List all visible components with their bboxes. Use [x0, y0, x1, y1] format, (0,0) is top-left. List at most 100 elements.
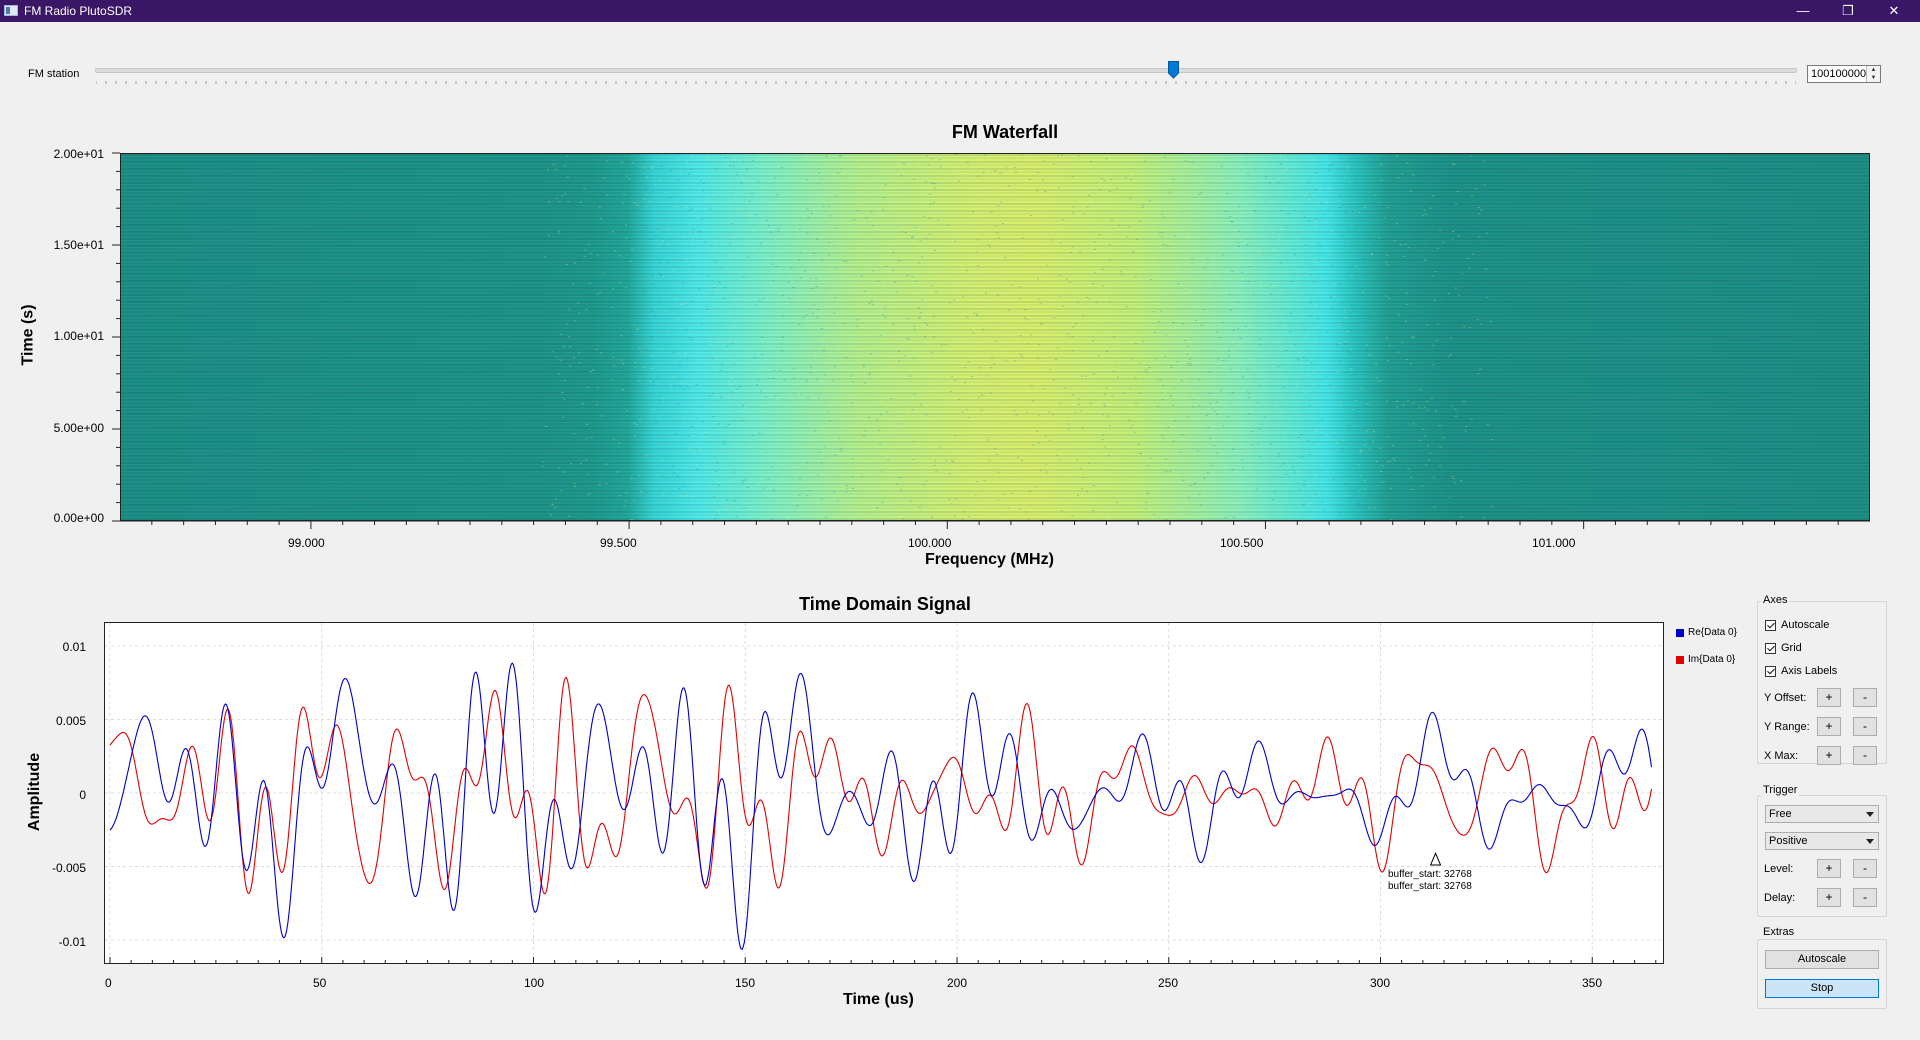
wf-noise-dot — [590, 415, 592, 417]
wf-noise-dot — [1426, 409, 1429, 411]
station-slider[interactable] — [95, 68, 1797, 73]
y-offset-plus-button[interactable]: + — [1817, 688, 1841, 707]
wf-noise-dot — [708, 395, 711, 397]
wf-noise-dot — [1053, 317, 1056, 318]
wf-noise-dot — [1273, 285, 1276, 286]
legend-re[interactable]: Re{Data 0} — [1676, 627, 1737, 638]
wf-noise-dot — [568, 308, 571, 310]
wf-noise-dot — [669, 197, 672, 199]
wf-noise-dot — [851, 402, 854, 404]
wf-noise-dot — [777, 230, 780, 232]
wf-noise-dot — [1463, 400, 1466, 402]
x-max-plus-button[interactable]: + — [1817, 746, 1841, 765]
wf-noise-dot — [1295, 414, 1298, 416]
minimize-button[interactable]: — — [1796, 3, 1810, 18]
wf-noise-dot — [1241, 376, 1244, 378]
wf-noise-dot — [1391, 393, 1394, 395]
delay-minus-button[interactable]: - — [1853, 888, 1877, 907]
wf-noise-dot — [817, 309, 819, 310]
wf-noise-dot — [733, 158, 736, 160]
wf-noise-dot — [1105, 351, 1108, 352]
wf-noise-dot — [1239, 216, 1241, 218]
wf-noise-dot — [1451, 163, 1454, 165]
legend-im[interactable]: Im{Data 0} — [1676, 654, 1735, 665]
wf-noise-dot — [1340, 302, 1343, 304]
stop-button[interactable]: Stop — [1765, 979, 1879, 998]
trigger-mode-select[interactable]: Free — [1765, 805, 1879, 823]
waterfall-plot[interactable] — [120, 153, 1870, 521]
wf-noise-dot — [794, 467, 797, 468]
wf-noise-dot — [1460, 516, 1463, 518]
wf-noise-dot — [836, 349, 839, 351]
wf-noise-dot — [760, 163, 763, 165]
wf-noise-dot — [690, 168, 693, 170]
wf-noise-dot — [1389, 460, 1392, 462]
autoscale-checkbox[interactable]: Autoscale — [1765, 619, 1829, 631]
wf-noise-dot — [906, 164, 909, 166]
wf-noise-dot — [742, 404, 744, 406]
wf-noise-dot — [1020, 451, 1023, 453]
wf-noise-dot — [1305, 192, 1308, 194]
wf-noise-dot — [836, 492, 839, 494]
wf-noise-dot — [911, 237, 914, 238]
spin-arrows-icon[interactable]: ▲ ▼ — [1866, 66, 1880, 82]
wf-noise-dot — [1276, 255, 1279, 256]
axis-labels-checkbox[interactable]: Axis Labels — [1765, 665, 1837, 677]
level-plus-button[interactable]: + — [1817, 859, 1841, 878]
station-value[interactable]: 100100000 — [1811, 68, 1867, 80]
wf-noise-dot — [913, 328, 916, 330]
wf-noise-dot — [776, 382, 779, 384]
wf-noise-dot — [1385, 212, 1388, 214]
x-max-minus-button[interactable]: - — [1853, 746, 1877, 765]
y-range-plus-button[interactable]: + — [1817, 717, 1841, 736]
checkbox-checked-icon[interactable] — [1765, 642, 1776, 654]
wf-noise-dot — [853, 219, 856, 221]
wf-noise-dot — [966, 316, 969, 318]
restore-button[interactable]: ❐ — [1842, 3, 1854, 18]
extras-autoscale-button[interactable]: Autoscale — [1765, 950, 1879, 969]
wf-noise-dot — [842, 260, 845, 262]
wf-noise-dot — [838, 155, 841, 157]
wf-noise-dot — [798, 228, 801, 230]
wf-noise-dot — [1458, 316, 1461, 317]
wf-noise-dot — [1351, 211, 1354, 212]
wf-noise-dot — [799, 478, 801, 480]
wf-noise-dot — [727, 327, 729, 329]
wf-noise-dot — [670, 233, 673, 234]
wf-noise-dot — [1098, 234, 1101, 236]
wf-noise-dot — [1257, 194, 1260, 196]
wf-noise-dot — [996, 232, 999, 234]
wf-noise-dot — [942, 403, 945, 405]
wf-noise-dot — [786, 468, 789, 469]
wf-noise-dot — [571, 210, 574, 212]
delay-plus-button[interactable]: + — [1817, 888, 1841, 907]
wf-noise-dot — [768, 379, 771, 381]
wf-noise-dot — [797, 473, 800, 475]
wf-noise-dot — [1308, 453, 1311, 455]
station-spinbox[interactable]: 100100000 ▲ ▼ — [1807, 65, 1881, 83]
y-offset-minus-button[interactable]: - — [1853, 688, 1877, 707]
title-bar: FM Radio PlutoSDR — ❐ ✕ — [0, 0, 1920, 22]
wf-noise-dot — [1186, 362, 1189, 364]
wf-noise-dot — [961, 474, 964, 476]
wf-noise-dot — [843, 323, 845, 324]
wf-noise-dot — [1018, 313, 1021, 315]
wf-noise-dot — [1169, 395, 1172, 397]
wf-noise-dot — [1182, 323, 1184, 325]
wf-noise-dot — [1192, 456, 1194, 458]
app-icon — [4, 5, 18, 16]
level-minus-button[interactable]: - — [1853, 859, 1877, 878]
checkbox-checked-icon[interactable] — [1765, 665, 1776, 677]
close-button[interactable]: ✕ — [1888, 3, 1900, 18]
trigger-slope-select[interactable]: Positive — [1765, 832, 1879, 850]
time-plot[interactable] — [104, 622, 1664, 964]
wf-noise-dot — [1484, 193, 1487, 195]
wf-noise-dot — [918, 506, 921, 508]
wf-noise-dot — [573, 433, 576, 435]
slider-handle[interactable] — [1167, 61, 1179, 79]
y-range-minus-button[interactable]: - — [1853, 717, 1877, 736]
grid-checkbox[interactable]: Grid — [1765, 642, 1802, 654]
wf-noise-dot — [612, 287, 615, 289]
wf-noise-dot — [1112, 420, 1114, 422]
checkbox-checked-icon[interactable] — [1765, 619, 1776, 631]
